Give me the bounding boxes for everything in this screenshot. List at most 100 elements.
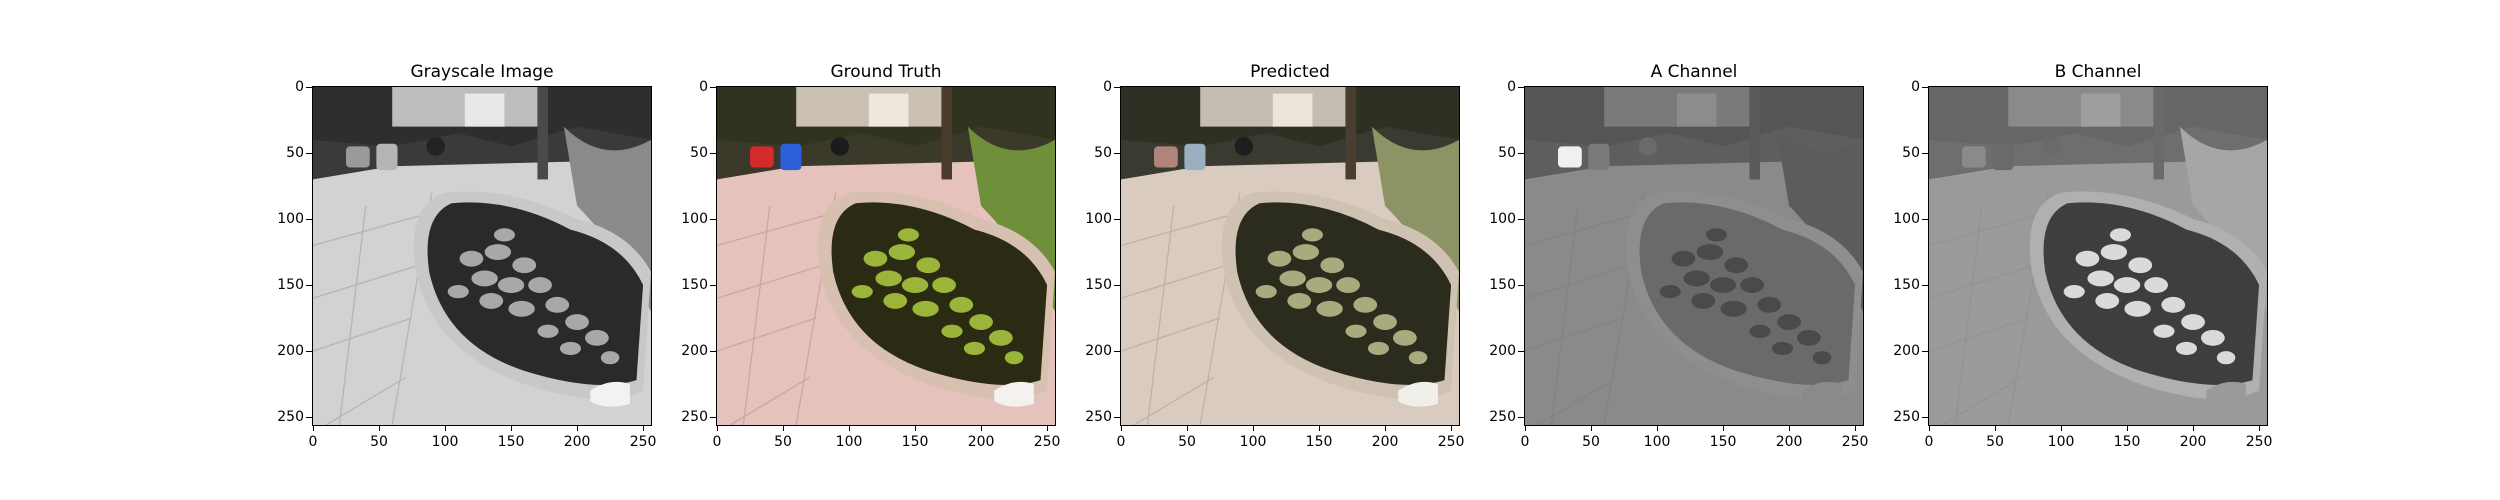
x-tick	[1451, 425, 1453, 431]
x-tick	[445, 425, 447, 431]
y-tick	[1518, 285, 1524, 287]
x-tick-label: 100	[835, 434, 863, 450]
y-tick-label: 0	[1507, 79, 1516, 95]
y-tick	[306, 351, 312, 353]
panel-achan: A Channel	[1489, 62, 1868, 450]
x-tick-label: 250	[1437, 434, 1465, 450]
x-tick	[1047, 425, 1049, 431]
y-tick	[1518, 153, 1524, 155]
x-tick-label: 50	[370, 434, 388, 450]
x-tick	[1253, 425, 1255, 431]
panel-title: Predicted	[1250, 62, 1330, 82]
x-tick	[1385, 425, 1387, 431]
panel-image	[1524, 86, 1864, 426]
y-tick-label: 250	[1489, 409, 1516, 426]
y-tick-label: 250	[681, 409, 708, 426]
x-tick	[1789, 425, 1791, 431]
y-tick	[306, 417, 312, 419]
x-tick-label: 250	[1841, 434, 1869, 450]
y-tick	[1518, 219, 1524, 221]
panel-title: A Channel	[1650, 62, 1738, 82]
y-tick	[1922, 417, 1928, 419]
y-tick-label: 150	[681, 277, 708, 294]
y-tick	[1114, 153, 1120, 155]
x-tick-label: 250	[2245, 434, 2273, 450]
x-tick-label: 100	[2047, 434, 2075, 450]
y-tick	[306, 87, 312, 88]
y-tick	[1922, 153, 1928, 155]
panel-image	[312, 86, 652, 426]
y-tick-label: 150	[277, 277, 304, 294]
x-tick	[1995, 425, 1997, 431]
x-tick-label: 200	[1775, 434, 1803, 450]
x-tick	[1723, 425, 1725, 431]
y-tick-label: 250	[1893, 409, 1920, 426]
y-tick-label: 200	[277, 343, 304, 360]
panel-image	[1928, 86, 2268, 426]
y-tick	[1114, 285, 1120, 287]
y-tick-label: 0	[1911, 79, 1920, 95]
x-tick	[1855, 425, 1857, 431]
y-tick	[1518, 351, 1524, 353]
x-tick	[915, 425, 917, 431]
y-tick	[1114, 219, 1120, 221]
panel-image	[1120, 86, 1460, 426]
x-tick	[511, 425, 513, 431]
y-tick-label: 100	[681, 211, 708, 228]
y-tick-label: 150	[1489, 277, 1516, 294]
x-tick-label: 100	[431, 434, 459, 450]
x-tick	[783, 425, 785, 431]
y-tick	[1922, 219, 1928, 221]
x-tick-label: 200	[967, 434, 995, 450]
y-tick-label: 200	[681, 343, 708, 360]
x-tick-label: 150	[1709, 434, 1737, 450]
x-tick-label: 50	[1582, 434, 1600, 450]
y-tick	[1518, 87, 1524, 88]
y-tick-label: 100	[1893, 211, 1920, 228]
x-tick-label: 150	[1305, 434, 1333, 450]
y-tick-label: 0	[699, 79, 708, 95]
x-tick-label: 150	[901, 434, 929, 450]
panel-gray: Grayscale Image	[277, 62, 656, 450]
y-tick-label: 100	[277, 211, 304, 228]
y-tick-label: 100	[1085, 211, 1112, 228]
y-tick-label: 200	[1489, 343, 1516, 360]
y-tick	[306, 219, 312, 221]
panel-image	[716, 86, 1056, 426]
y-tick-label: 50	[690, 145, 708, 162]
x-tick-label: 200	[2179, 434, 2207, 450]
y-tick-label: 250	[277, 409, 304, 426]
y-tick-label: 50	[1902, 145, 1920, 162]
x-tick-label: 0	[308, 434, 318, 450]
x-tick-label: 0	[1924, 434, 1934, 450]
y-tick-label: 50	[1094, 145, 1112, 162]
y-tick	[710, 351, 716, 353]
y-tick	[1114, 417, 1120, 419]
y-tick	[710, 219, 716, 221]
panel-pred: Predicted	[1085, 62, 1464, 450]
x-tick	[2061, 425, 2063, 431]
panel-title: B Channel	[2054, 62, 2142, 82]
y-tick-label: 50	[1498, 145, 1516, 162]
y-tick	[710, 153, 716, 155]
y-tick	[1922, 285, 1928, 287]
y-tick-label: 50	[286, 145, 304, 162]
y-tick	[1114, 351, 1120, 353]
y-tick	[1518, 417, 1524, 419]
x-tick-label: 50	[1986, 434, 2004, 450]
y-tick-label: 150	[1893, 277, 1920, 294]
x-tick-label: 50	[774, 434, 792, 450]
x-tick-label: 0	[1116, 434, 1126, 450]
y-tick	[710, 285, 716, 287]
panel-title: Ground Truth	[830, 62, 942, 82]
panel-title: Grayscale Image	[410, 62, 554, 82]
x-tick	[1319, 425, 1321, 431]
x-tick	[1929, 425, 1930, 431]
y-tick-label: 100	[1489, 211, 1516, 228]
x-tick	[577, 425, 579, 431]
y-tick-label: 250	[1085, 409, 1112, 426]
x-tick-label: 200	[1371, 434, 1399, 450]
y-tick	[710, 417, 716, 419]
y-tick	[710, 87, 716, 88]
x-tick	[981, 425, 983, 431]
